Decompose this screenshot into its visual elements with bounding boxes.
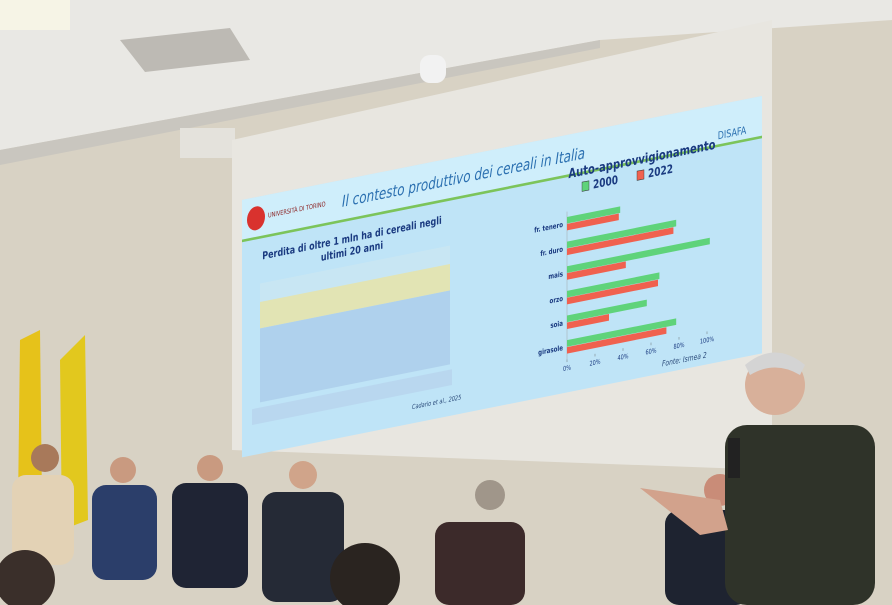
person <box>197 455 223 481</box>
photo: UNIVERSITÀ DI TORINO Il contesto produtt… <box>0 0 892 605</box>
speaker <box>725 425 875 605</box>
legend-swatch <box>582 181 589 192</box>
person <box>475 480 505 510</box>
speaker-box <box>180 128 235 158</box>
person <box>289 461 317 489</box>
person <box>110 457 136 483</box>
person <box>92 485 157 580</box>
person <box>435 522 525 605</box>
microphone <box>728 438 740 478</box>
light <box>0 0 70 30</box>
legend-swatch <box>637 170 644 181</box>
person <box>31 444 59 472</box>
person <box>172 483 248 588</box>
camera <box>420 55 446 83</box>
